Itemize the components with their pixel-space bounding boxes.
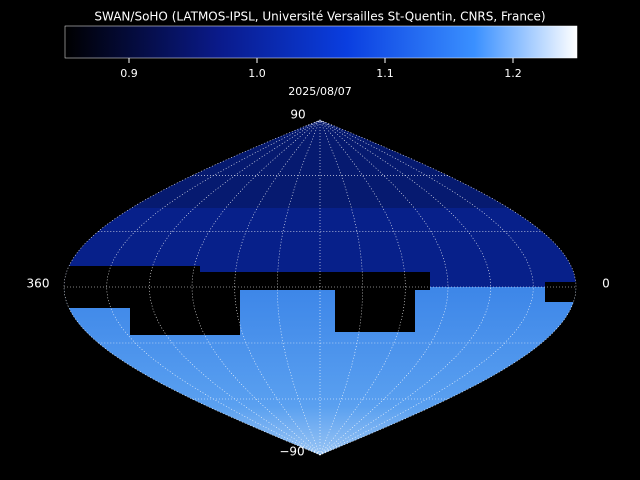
meridian bbox=[319, 119, 406, 456]
sky-image bbox=[64, 120, 576, 455]
date: 2025/08/07 bbox=[288, 85, 351, 98]
colorbar-tick-label: 0.9 bbox=[120, 67, 138, 80]
data-gap bbox=[200, 272, 430, 290]
meridian bbox=[319, 119, 363, 456]
data-gap bbox=[335, 287, 415, 332]
colorbar-tick-label: 1.1 bbox=[376, 67, 394, 80]
colorbar-tick-label: 1.2 bbox=[504, 67, 522, 80]
top-label: 90 bbox=[290, 108, 305, 122]
colorbar bbox=[64, 25, 578, 59]
data-gap bbox=[545, 282, 576, 302]
title: SWAN/SoHO (LATMOS-IPSL, Université Versa… bbox=[94, 10, 545, 24]
bottom-label: −90 bbox=[279, 445, 304, 459]
data-gap bbox=[130, 287, 240, 335]
meridian bbox=[234, 119, 321, 456]
colorbar-tick-label: 1.0 bbox=[248, 67, 266, 80]
right-label: 0 bbox=[602, 277, 610, 291]
left-label: 360 bbox=[27, 277, 50, 291]
